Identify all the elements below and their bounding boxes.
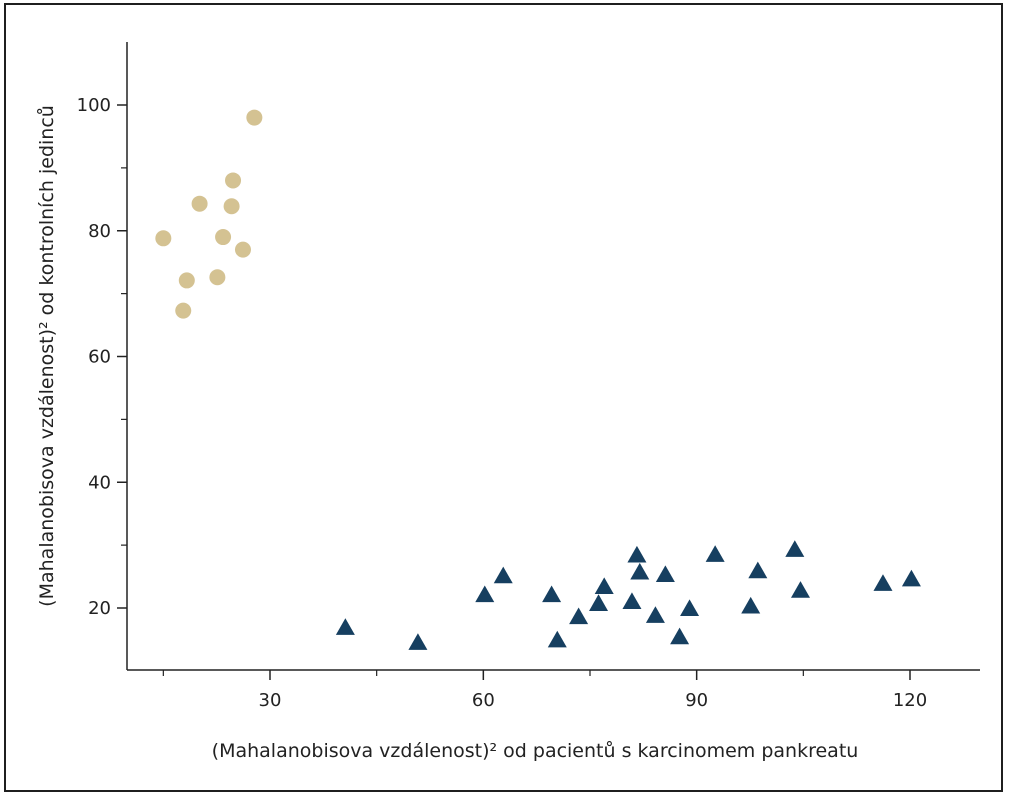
x-axis-title: (Mahalanobisova vzdálenost)² od pacientů…	[212, 740, 859, 762]
triangle-point	[705, 545, 725, 562]
circle-point	[178, 272, 195, 289]
triangle-point	[670, 627, 690, 645]
x-tick-label: 60	[472, 690, 495, 711]
x-tick-label: 30	[259, 690, 282, 711]
triangle-point	[542, 585, 562, 603]
triangle-point	[335, 618, 355, 635]
circle-point	[234, 241, 251, 258]
triangle-point	[680, 599, 700, 616]
triangle-point	[630, 562, 650, 580]
triangle-point	[622, 592, 642, 610]
x-tick-label: 120	[893, 690, 927, 711]
circle-point	[223, 198, 240, 215]
triangle-point	[741, 596, 761, 614]
triangle-point	[493, 566, 513, 584]
triangle-point	[748, 561, 768, 579]
triangle-point	[569, 607, 589, 625]
y-axis-title: (Mahalanobisova vzdálenost)² od kontroln…	[36, 105, 58, 607]
y-tick-label: 60	[88, 347, 111, 368]
y-tick-label: 80	[88, 221, 111, 242]
triangle-point	[785, 540, 805, 557]
triangle-point	[547, 630, 567, 648]
y-tick-label: 40	[88, 472, 111, 493]
triangle-point	[589, 594, 609, 611]
triangle-point	[408, 633, 428, 650]
data-points	[155, 109, 921, 650]
axes	[126, 42, 980, 671]
y-tick-label: 100	[77, 95, 111, 116]
triangle-point	[645, 606, 665, 623]
triangle-point	[901, 569, 921, 587]
ticks: 30 60 90 120 20 40 60 80 100	[77, 95, 928, 711]
circle-point	[215, 229, 232, 246]
circle-point	[209, 269, 226, 286]
circle-point	[155, 230, 172, 247]
y-tick-label: 20	[88, 598, 111, 619]
triangle-point	[475, 585, 495, 603]
circle-point	[191, 195, 208, 212]
circle-point	[175, 302, 192, 319]
triangle-point	[594, 577, 614, 594]
figure-frame	[4, 3, 1003, 792]
triangle-point	[655, 565, 675, 583]
triangle-point	[873, 574, 893, 591]
triangle-point	[627, 545, 647, 563]
circle-point	[225, 172, 242, 189]
x-tick-label: 90	[685, 690, 708, 711]
circle-point	[246, 109, 263, 126]
triangle-point	[790, 581, 810, 598]
